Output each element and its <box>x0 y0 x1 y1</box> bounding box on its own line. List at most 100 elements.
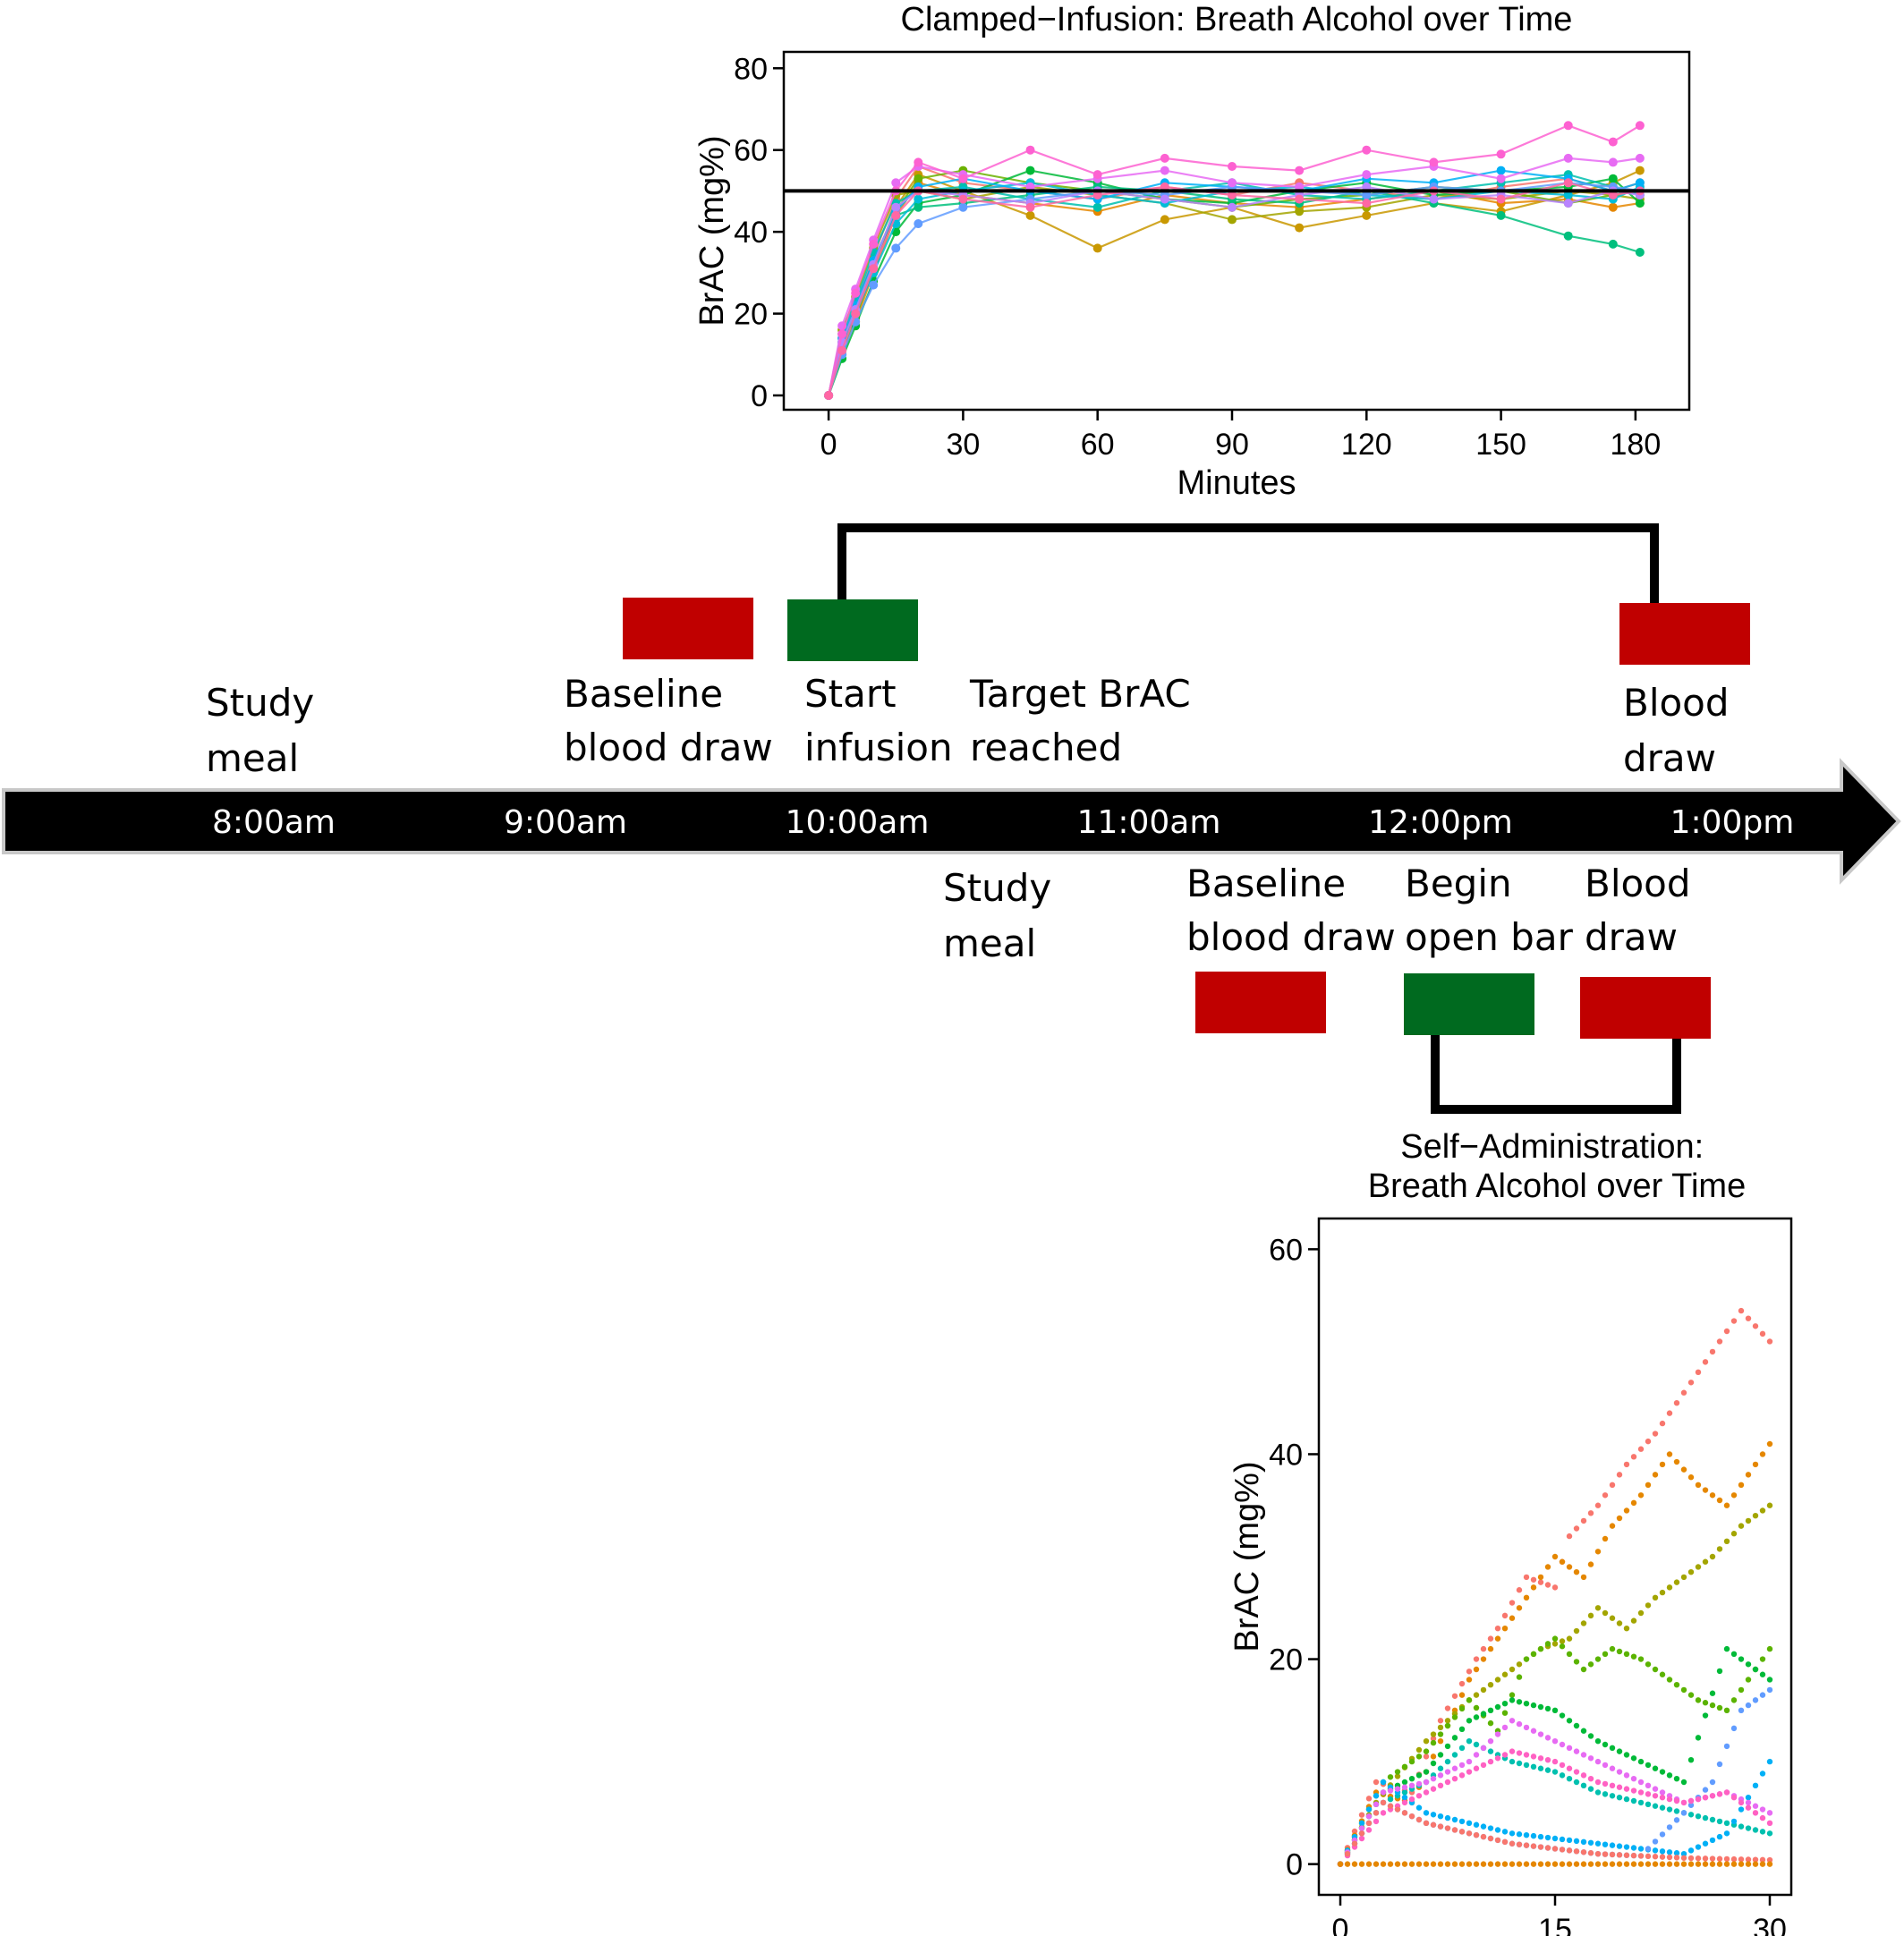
chart2-data-point <box>1609 1765 1616 1771</box>
chart1-data-point <box>1025 166 1035 175</box>
chart2-data-point <box>1365 1796 1373 1802</box>
chart2-data-point <box>1344 1861 1351 1867</box>
chart1-series <box>824 121 1645 400</box>
chart2-y-tick-label: 20 <box>1269 1643 1303 1677</box>
chart2-data-point <box>1480 1833 1487 1840</box>
chart2-data-point <box>1702 1794 1709 1801</box>
chart2-data-point <box>1702 1700 1709 1706</box>
chart1-data-point <box>1092 243 1102 253</box>
chart2-data-point <box>1759 1692 1766 1698</box>
chart2-data-point <box>1501 1724 1509 1731</box>
chart2-data-point <box>1351 1828 1358 1835</box>
chart2-data-point <box>1659 1461 1666 1468</box>
chart2-data-point <box>1580 1574 1587 1581</box>
chart2-data-point <box>1723 1820 1730 1827</box>
chart2-data-point <box>1609 1482 1616 1489</box>
chart2-data-point <box>1637 1656 1645 1662</box>
chart1-data-point <box>891 178 901 188</box>
chart2-data-point <box>1716 1791 1723 1797</box>
chart2-data-point <box>1501 1752 1509 1758</box>
chart2-data-point <box>1630 1787 1637 1794</box>
chart2-data-point <box>1695 1813 1702 1820</box>
chart1-data-point <box>958 202 968 212</box>
chart1-x-tick-label: 150 <box>1475 428 1526 462</box>
chart2-data-point <box>1687 1847 1695 1854</box>
chart1-data-point <box>1496 174 1506 183</box>
chart2-data-point <box>1759 1671 1766 1677</box>
chart2-data-point <box>1530 1763 1537 1770</box>
chart2-data-point <box>1759 1507 1766 1514</box>
chart2-data-point <box>1480 1645 1487 1652</box>
chart1-y-tick-label: 0 <box>751 379 768 413</box>
chart2-data-point <box>1458 1680 1466 1687</box>
chart2-data-point <box>1458 1762 1466 1769</box>
chart2-data-point <box>1687 1692 1695 1698</box>
chart2-data-point <box>1645 1762 1652 1769</box>
chart2-data-point <box>1430 1775 1437 1782</box>
chart2-data-point <box>1458 1772 1466 1779</box>
chart2-data-point <box>1351 1861 1358 1867</box>
chart2-data-point <box>1723 1855 1730 1863</box>
lower-blood-draw-box <box>1580 977 1711 1039</box>
chart2-data-point <box>1659 1794 1666 1801</box>
chart2-data-point <box>1594 1850 1602 1857</box>
chart2-data-point <box>1473 1666 1480 1673</box>
chart2-data-point <box>1494 1827 1501 1833</box>
chart2-data-point <box>1423 1748 1430 1754</box>
chart2-data-point <box>1365 1813 1373 1820</box>
chart2-data-point <box>1551 1737 1559 1745</box>
chart1-data-point <box>1608 202 1618 212</box>
chart2-data-point <box>1501 1861 1509 1867</box>
chart2-data-point <box>1666 1861 1673 1867</box>
chart2-data-point <box>1394 1806 1401 1813</box>
chart1-series-line <box>828 182 1641 396</box>
chart2-data-point <box>1516 1841 1523 1847</box>
chart2-data-point <box>1573 1568 1580 1575</box>
chart2-data-point <box>1716 1546 1723 1552</box>
chart2-data-point <box>1351 1840 1358 1847</box>
chart2-data-point <box>1523 1861 1530 1867</box>
chart2-data-point <box>1480 1656 1487 1662</box>
chart2-data-point <box>1480 1861 1487 1867</box>
chart2-data-point <box>1723 1645 1730 1652</box>
chart2-data-point <box>1537 1579 1544 1585</box>
chart2-data-point <box>1594 1758 1602 1765</box>
chart2-data-point <box>1709 1690 1716 1696</box>
chart2-data-point <box>1716 1704 1723 1711</box>
chart2-data-point <box>1365 1861 1373 1867</box>
chart1-series-line <box>828 182 1641 396</box>
chart2-data-point <box>1509 1615 1516 1621</box>
chart2-data-point <box>1566 1847 1573 1854</box>
chart2-data-point <box>1680 1686 1687 1694</box>
chart2-data-point <box>1695 1369 1702 1376</box>
chart2-data-point <box>1766 1677 1773 1683</box>
chart2-data-point <box>1723 1328 1730 1335</box>
chart2-data-point <box>1358 1820 1365 1827</box>
chart2-data-point <box>1716 1818 1723 1825</box>
chart2-data-point <box>1373 1810 1380 1816</box>
chart2-data-point <box>1766 1440 1773 1448</box>
chart1-series-15 <box>824 178 1645 400</box>
chart2-data-point <box>1759 1861 1766 1867</box>
chart1-data-point <box>891 243 901 253</box>
chart1-series-12 <box>824 182 1645 400</box>
chart2-data-point <box>1666 1824 1673 1830</box>
chart2-data-point <box>1616 1648 1623 1655</box>
chart2-data-point <box>1609 1782 1616 1789</box>
chart2-data-point <box>1637 1799 1645 1806</box>
chart2-data-point <box>1401 1799 1408 1806</box>
chart2-data-point <box>1602 1492 1609 1499</box>
chart2-data-point <box>1594 1502 1602 1508</box>
chart2-data-point <box>1544 1641 1551 1647</box>
chart2-data-point <box>1580 1772 1587 1779</box>
chart1-data-point <box>1227 191 1237 200</box>
chart1-data-point <box>869 239 879 249</box>
chart2-x-ticks: 0 15 30 <box>1332 1895 1787 1936</box>
chart2-data-point <box>1487 1707 1494 1714</box>
chart1-data-point <box>914 219 923 228</box>
chart2-data-point <box>1537 1645 1544 1652</box>
chart1-x-tick-label: 180 <box>1611 428 1662 462</box>
chart2-data-point <box>1602 1851 1609 1857</box>
chart2-data-point <box>1559 1836 1566 1843</box>
